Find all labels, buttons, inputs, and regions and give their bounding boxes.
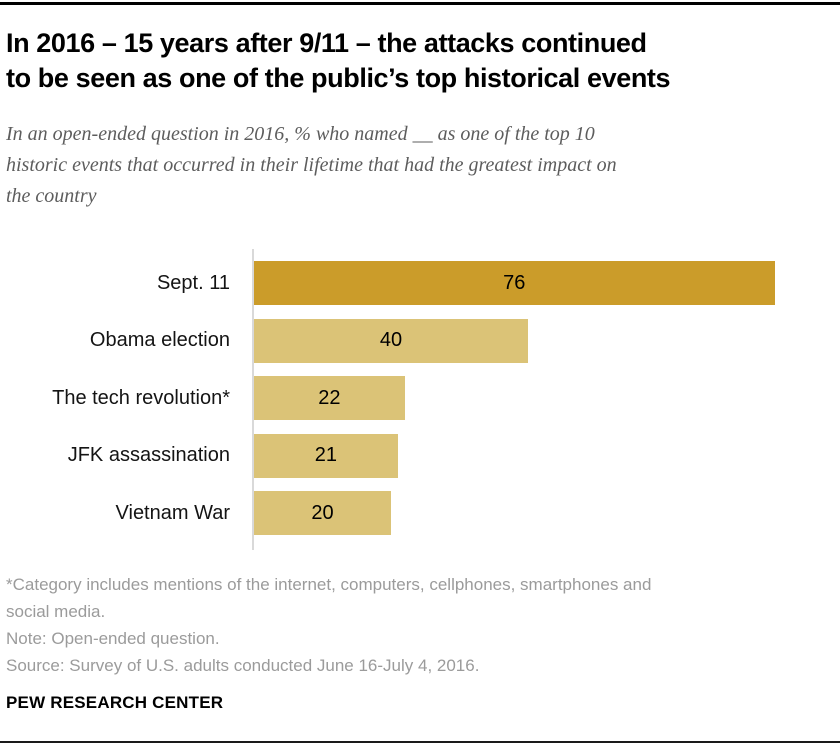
bottom-rule xyxy=(0,741,840,743)
footnote-asterisk-line-2: social media. xyxy=(6,602,106,621)
page-title: In 2016 – 15 years after 9/11 – the atta… xyxy=(6,26,671,96)
page-title-line-2: to be seen as one of the public’s top hi… xyxy=(6,63,671,93)
bar: 21 xyxy=(254,433,398,478)
chart-subtitle-line-1: In an open-ended question in 2016, % who… xyxy=(6,123,595,145)
category-label: Sept. 11 xyxy=(156,271,230,294)
category-label: JFK assassination xyxy=(67,444,230,466)
chart-subtitle-line-3: the country xyxy=(6,185,97,207)
footnote-asterisk-line-1: *Category includes mentions of the inter… xyxy=(6,575,652,594)
footnotes: *Category includes mentions of the inter… xyxy=(6,571,651,679)
bar: 20 xyxy=(254,491,391,535)
bar-chart: Sept. 11 76 Obama election 40 The tech revol… xyxy=(0,249,840,551)
chart-subtitle: In an open-ended question in 2016, % who… xyxy=(6,119,617,212)
category-label: Vietnam War xyxy=(115,501,230,524)
pew-research-center-wordmark: PEW RESEARCH CENTER xyxy=(6,693,224,712)
value-label: 21 xyxy=(314,444,338,466)
footnote-note: Note: Open-ended question. xyxy=(6,629,220,648)
bar-row: The tech revolution* 22 xyxy=(0,376,840,420)
chart-subtitle-line-2: historic events that occurred in their l… xyxy=(6,154,617,176)
bar: 22 xyxy=(254,376,405,420)
value-label: 76 xyxy=(503,271,526,294)
top-rule xyxy=(0,2,840,5)
value-label: 40 xyxy=(379,329,403,351)
value-label: 20 xyxy=(311,501,334,524)
bar-row: Vietnam War 20 xyxy=(0,491,840,535)
y-axis-line xyxy=(252,249,254,550)
footnote-source: Source: Survey of U.S. adults conducted … xyxy=(6,656,480,675)
bar-row: Obama election 40 xyxy=(0,318,840,363)
bar-row: Sept. 11 76 xyxy=(0,261,840,305)
category-label: Obama election xyxy=(89,329,230,351)
bar-rows: Sept. 11 76 Obama election 40 The tech revol… xyxy=(0,261,840,535)
page-title-line-1: In 2016 – 15 years after 9/11 – the atta… xyxy=(6,28,647,58)
bar-row: JFK assassination 21 xyxy=(0,433,840,478)
bar: 40 xyxy=(254,318,528,363)
category-label: The tech revolution* xyxy=(52,386,230,409)
bar: 76 xyxy=(254,261,775,305)
value-label: 22 xyxy=(318,386,341,409)
